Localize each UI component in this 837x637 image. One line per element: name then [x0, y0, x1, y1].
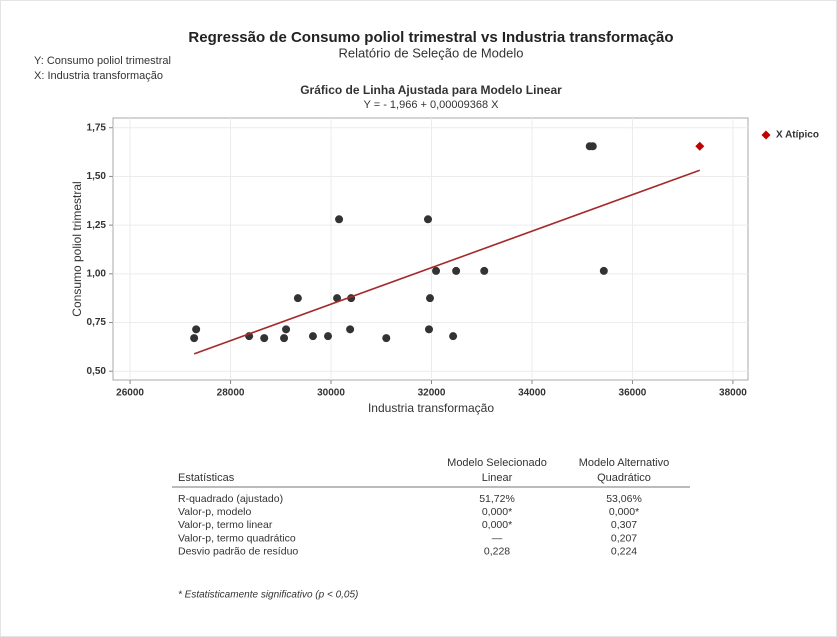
- data-point: [260, 334, 269, 343]
- table-cell: 0,000*: [482, 519, 512, 531]
- table-cell: 0,224: [611, 546, 637, 558]
- y-tick-label: 1,00: [87, 268, 107, 279]
- table-cell: Valor-p, termo quadrático: [178, 532, 296, 544]
- data-point: [425, 294, 434, 303]
- data-point: [423, 215, 432, 224]
- x-tick-label: 26000: [116, 388, 144, 399]
- data-point: [424, 325, 433, 334]
- data-point: [192, 325, 201, 334]
- column-header: Estatísticas: [178, 472, 235, 484]
- x-tick-label: 36000: [619, 388, 647, 399]
- y-tick-label: 0,50: [87, 366, 107, 377]
- x-tick-label: 34000: [518, 388, 546, 399]
- table-cell: Desvio padrão de resíduo: [178, 546, 298, 558]
- data-point: [382, 334, 391, 343]
- data-point: [282, 325, 291, 334]
- plot-area: [112, 117, 749, 381]
- data-point: [599, 266, 608, 275]
- data-point: [432, 266, 441, 275]
- statistics-table: Estatísticas Modelo Selecionado Linear Mode…: [172, 457, 690, 558]
- table-cell: —: [492, 532, 503, 544]
- column-header: Modelo Selecionado: [447, 457, 547, 469]
- data-point: [346, 325, 355, 334]
- table-cell: 0,307: [611, 519, 637, 531]
- x-variable: X: Industria transformação: [34, 70, 163, 82]
- x-tick-label: 30000: [317, 388, 345, 399]
- data-point: [480, 266, 489, 275]
- chart-title: Gráfico de Linha Ajustada para Modelo Li…: [300, 83, 562, 97]
- x-tick-label: 38000: [719, 388, 747, 399]
- y-tick-label: 1,75: [87, 122, 107, 133]
- data-point: [190, 334, 199, 343]
- x-axis-title: Industria transformação: [368, 401, 494, 415]
- table-cell: 0,000*: [482, 506, 512, 518]
- y-tick-label: 0,75: [87, 317, 107, 328]
- footnote: * Estatisticamente significativo (p < 0,…: [178, 590, 358, 601]
- fit-line: [193, 169, 701, 355]
- outlier-point: [695, 141, 705, 151]
- legend-label: X Atípico: [776, 130, 819, 141]
- plot: 26000 28000 30000 32000 34000 36000 38000 0,50 0…: [87, 117, 819, 399]
- table-cell: Valor-p, termo linear: [178, 519, 273, 531]
- table-cell: 0,207: [611, 532, 637, 544]
- table-cell: Valor-p, modelo: [178, 506, 252, 518]
- data-point: [335, 215, 344, 224]
- chart-subtitle: Y = - 1,966 + 0,00009368 X: [364, 99, 500, 111]
- y-tick-label: 1,25: [87, 220, 107, 231]
- data-point: [280, 334, 289, 343]
- report-subtitle: Relatório de Seleção de Modelo: [338, 45, 523, 60]
- data-point: [452, 266, 461, 275]
- x-tick-label: 28000: [217, 388, 245, 399]
- y-variable: Y: Consumo poliol trimestral: [34, 55, 171, 67]
- y-tick-label: 1,50: [87, 171, 107, 182]
- table-cell: 0,228: [484, 546, 510, 558]
- data-point: [588, 142, 597, 151]
- data-point: [308, 332, 317, 341]
- table-cell: R-quadrado (ajustado): [178, 493, 283, 505]
- report-title: Regressão de Consumo poliol trimestral v…: [188, 29, 673, 46]
- column-header: Quadrático: [597, 472, 651, 484]
- legend-marker: [761, 130, 771, 140]
- x-tick-label: 32000: [418, 388, 446, 399]
- data-point: [333, 294, 342, 303]
- table-cell: 0,000*: [609, 506, 639, 518]
- column-header: Modelo Alternativo: [579, 457, 670, 469]
- table-cell: 53,06%: [606, 493, 642, 505]
- data-point: [293, 294, 302, 303]
- table-cell: 51,72%: [479, 493, 515, 505]
- y-axis-title: Consumo poliol trimestral: [70, 181, 84, 316]
- data-point: [324, 332, 333, 341]
- data-point: [449, 332, 458, 341]
- column-header: Linear: [482, 472, 513, 484]
